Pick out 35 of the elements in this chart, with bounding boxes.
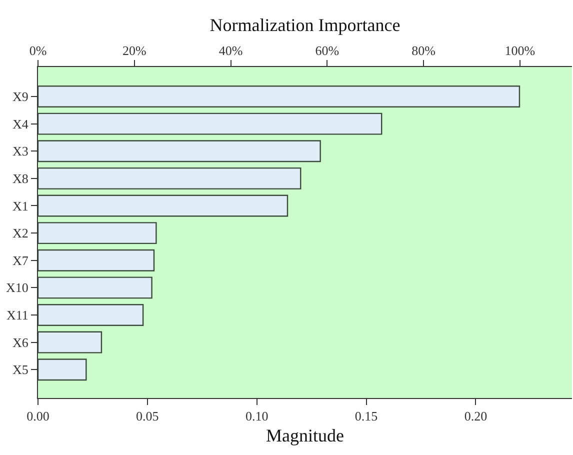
y-tick-label: X1: [12, 198, 28, 214]
x2-tick-label: 40%: [218, 42, 243, 58]
x-tick-label: 0.20: [464, 408, 488, 424]
bar: [38, 112, 382, 135]
y-tick-label: X9: [12, 89, 28, 104]
bar: [38, 167, 302, 190]
x2-tick-label: 20%: [122, 42, 146, 58]
x2-tick-label: 60%: [315, 42, 340, 58]
bar: [38, 194, 288, 217]
y-tick-label: X3: [12, 144, 28, 159]
y-tick-label: X7: [12, 252, 29, 268]
bar: [38, 249, 155, 272]
x-tick-label: 0.05: [136, 408, 159, 424]
y-tick-label: X11: [6, 308, 28, 323]
bar: [38, 276, 152, 299]
y-tick-label: X5: [12, 362, 28, 378]
y-tick-label: X2: [12, 226, 28, 241]
x2-tick-label: 80%: [412, 42, 436, 58]
bar: [38, 304, 144, 326]
bar: [38, 358, 87, 381]
x-axis-title: Magnitude: [266, 426, 344, 446]
x2-axis-title: Normalization Importance: [210, 15, 400, 35]
x-tick-label: 0.00: [26, 408, 50, 424]
x2-tick-label: 0%: [29, 42, 47, 58]
x-tick-label: 0.15: [354, 408, 378, 424]
bar: [38, 222, 157, 244]
x-tick-label: 0.10: [245, 408, 268, 424]
bar: [38, 86, 520, 108]
bar: [38, 331, 102, 354]
y-tick-label: X6: [12, 334, 29, 350]
x2-tick-label: 100%: [504, 42, 536, 58]
y-tick-label: X8: [12, 170, 28, 186]
y-tick-label: X10: [6, 280, 28, 296]
bar: [38, 140, 321, 162]
y-tick-label: X4: [12, 116, 29, 132]
